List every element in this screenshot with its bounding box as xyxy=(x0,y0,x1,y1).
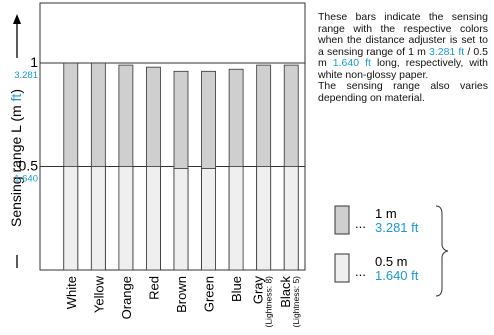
x-tick-label: Gray(Lightness: 8) xyxy=(251,276,274,328)
x-tick-label: Yellow xyxy=(91,275,106,313)
legend-marker: ... xyxy=(355,216,366,231)
bar xyxy=(118,166,134,271)
y-tick-label: 1 xyxy=(30,54,38,70)
x-tick-label: White xyxy=(64,276,79,309)
y-tick-ft-label: 3.281 xyxy=(14,70,38,81)
legend-marker: ... xyxy=(355,264,366,279)
bar xyxy=(201,168,216,271)
legend-label: 1 m xyxy=(375,206,397,221)
note: The sensing range also varies depending … xyxy=(318,80,488,104)
legend-label: 0.5 m xyxy=(375,254,408,269)
bar xyxy=(146,166,161,271)
bar xyxy=(228,166,244,271)
description-part: 1.640 ft xyxy=(332,57,371,69)
x-tick-label: Red xyxy=(146,276,161,300)
y-tick-label: 0.5 xyxy=(19,158,39,174)
description: These bars indicate the sensing range wi… xyxy=(318,11,488,104)
legend-label-ft: 3.281 ft xyxy=(375,220,419,235)
y-axis-label: Sensing range L (m ft) xyxy=(8,89,24,227)
bar xyxy=(256,166,272,271)
legend-swatch xyxy=(334,205,350,235)
y-label-part: ft xyxy=(8,94,24,102)
description-part: These bars indicate the sensing range wi… xyxy=(318,11,488,58)
x-tick-label: Black(Lightness: 5) xyxy=(278,276,301,328)
y-label-part: Sensing range L (m xyxy=(8,101,24,227)
bar xyxy=(90,166,106,271)
bar xyxy=(63,166,79,271)
x-tick-label: Brown xyxy=(174,276,189,313)
legend-brace xyxy=(435,205,449,297)
plot-frame xyxy=(39,2,306,271)
x-tick-label: Green xyxy=(202,276,217,312)
x-tick-label: Blue xyxy=(229,276,244,302)
x-tick-label: Orange xyxy=(119,276,134,319)
arrow-head xyxy=(13,14,21,24)
y-label-part: ) xyxy=(8,89,24,94)
legend-label-ft: 1.640 ft xyxy=(375,268,419,283)
legend-swatch xyxy=(334,253,350,283)
bar xyxy=(283,166,299,271)
y-tick-ft-label: 1.640 xyxy=(14,174,38,185)
bar xyxy=(173,168,189,271)
description-part: 3.281 ft xyxy=(428,45,465,58)
description-part: long, respectively, with white non-gloss… xyxy=(318,57,488,81)
description-part: / 0.5 m xyxy=(318,45,488,69)
